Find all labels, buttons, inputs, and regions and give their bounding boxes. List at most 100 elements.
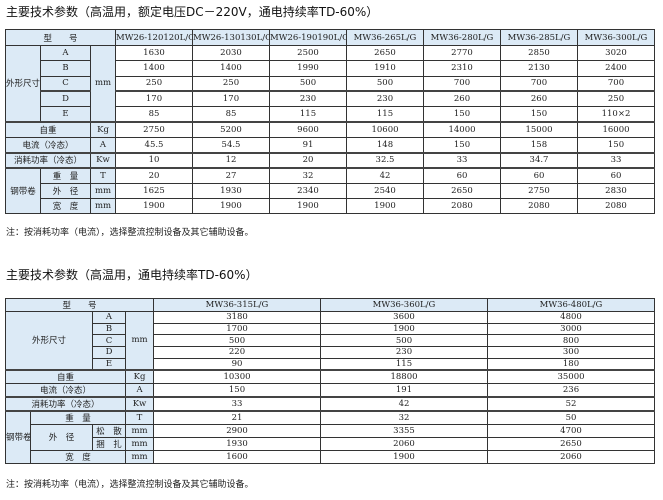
value-cell: 90 (153, 357, 321, 371)
value-cell: 10600 (346, 121, 424, 138)
value-cell: 33 (153, 396, 321, 412)
value-cell: 18800 (320, 369, 488, 384)
dim-label: B (92, 322, 126, 336)
value-cell: 2060 (320, 436, 488, 451)
value-cell: 1900 (320, 449, 488, 464)
value-cell: 54.5 (192, 136, 270, 154)
value-cell: 2400 (577, 60, 655, 77)
value-cell: 45.5 (115, 136, 193, 154)
value-cell: 170 (115, 90, 193, 108)
value-cell: 180 (486, 357, 656, 371)
dim-label: E (40, 106, 91, 123)
value-cell: 170 (192, 90, 270, 108)
dim-label: A (92, 311, 126, 324)
value-cell: 85 (115, 106, 193, 123)
value-cell: 2750 (115, 121, 193, 138)
value-cell: 3355 (320, 423, 488, 438)
value-cell: 2830 (577, 182, 655, 199)
row-label: 消耗功率（冷态） (5, 152, 91, 169)
value-cell: 1900 (269, 197, 347, 215)
table-row: 宽 度 mm 1600 1900 2060 (6, 449, 656, 464)
value-cell: 700 (423, 75, 501, 92)
model-header: MW36-300L/G (577, 29, 655, 46)
value-cell: 4800 (486, 311, 656, 324)
model-header: MW36-480L/G (486, 298, 656, 312)
dim-label: C (40, 75, 91, 92)
table1-title: 主要技术参数（高温用，额定电压DC－220V，通电持续率TD-60%） (6, 5, 379, 19)
table2-title: 主要技术参数（高温用，通电持续率TD-60%） (6, 268, 258, 282)
spec-table-2: 型 号 MW36-315L/G MW36-360L/G MW36-480L/G 外形尺寸… (4, 298, 656, 464)
value-cell: 4700 (486, 423, 656, 438)
dim-label: D (92, 346, 126, 359)
coil-group-label: 钢带卷 (5, 167, 41, 215)
value-cell: 230 (320, 346, 488, 359)
dim-label: A (40, 44, 91, 62)
value-cell: 1900 (115, 197, 193, 215)
value-cell: 1900 (192, 197, 270, 215)
table-row: B 1700 1900 3000 (6, 322, 656, 336)
coil-group-label: 钢带卷 (5, 410, 31, 464)
value-cell: 1910 (346, 60, 424, 77)
value-cell: 5200 (192, 121, 270, 138)
row-label: 消耗功率（冷态） (5, 396, 126, 412)
value-cell: 2650 (423, 182, 501, 199)
value-cell: 20 (269, 152, 347, 169)
value-cell: 1900 (346, 197, 424, 215)
value-cell: 2900 (153, 423, 321, 438)
table-row: 消耗功率（冷态） Kw 33 42 52 (5, 396, 656, 412)
sub-label: 捆 扎 (92, 436, 126, 451)
value-cell: 2770 (423, 44, 501, 62)
value-cell: 2650 (346, 44, 424, 62)
value-cell: 2060 (486, 449, 656, 464)
value-cell: 3180 (153, 311, 321, 324)
model-header: MW36-285L/G (500, 29, 578, 46)
unit-label: T (90, 167, 116, 184)
dim-label: B (40, 60, 91, 77)
value-cell: 500 (269, 75, 347, 92)
spec-table-1: 型 号 MW26-120120L/G MW26-130130L/G MW26-1901… (5, 29, 655, 215)
header-row: 型 号 MW36-315L/G MW36-360L/G MW36-480L/G (4, 298, 656, 312)
value-cell: 35000 (486, 369, 656, 384)
model-header: MW36-265L/G (346, 29, 424, 46)
value-cell: 1930 (153, 436, 321, 451)
value-cell: 250 (192, 75, 270, 92)
value-cell: 60 (577, 167, 655, 184)
value-cell: 33 (423, 152, 501, 169)
value-cell: 700 (577, 75, 655, 92)
value-cell: 60 (423, 167, 501, 184)
value-cell: 32 (269, 167, 347, 184)
value-cell: 2130 (500, 60, 578, 77)
table-row: E 90 115 180 (6, 357, 656, 371)
header-label: 型 号 (5, 29, 116, 46)
value-cell: 2850 (500, 44, 578, 62)
value-cell: 52 (486, 396, 656, 412)
value-cell: 2650 (486, 436, 656, 451)
unit-label: mm (90, 44, 116, 123)
value-cell: 150 (423, 136, 501, 154)
model-header: MW26-120120L/G (115, 29, 193, 46)
model-header: MW36-315L/G (153, 298, 321, 312)
value-cell: 60 (500, 167, 578, 184)
row-label: 外 径 (40, 182, 91, 199)
model-header: MW36-280L/G (423, 29, 501, 46)
table-row: D 220 230 300 (6, 346, 656, 359)
value-cell: 1900 (320, 322, 488, 336)
table-row: 自重 Kg 10300 18800 35000 (5, 369, 656, 384)
value-cell: 236 (486, 382, 656, 398)
value-cell: 700 (500, 75, 578, 92)
value-cell: 500 (153, 334, 321, 348)
value-cell: 91 (269, 136, 347, 154)
value-cell: 34.7 (500, 152, 578, 169)
value-cell: 110×2 (577, 106, 655, 123)
value-cell: 148 (346, 136, 424, 154)
unit-label: mm (124, 310, 155, 371)
value-cell: 1990 (269, 60, 347, 77)
value-cell: 3020 (577, 44, 655, 62)
table-row: D 170 170 230 230 260 260 250 (5, 90, 655, 108)
row-label: 自重 (5, 369, 126, 384)
value-cell: 33 (577, 152, 655, 169)
table-row: 消耗功率（冷态） Kw 10 12 20 32.5 33 34.7 33 (5, 152, 655, 169)
row-label: 外 径 (30, 423, 93, 451)
